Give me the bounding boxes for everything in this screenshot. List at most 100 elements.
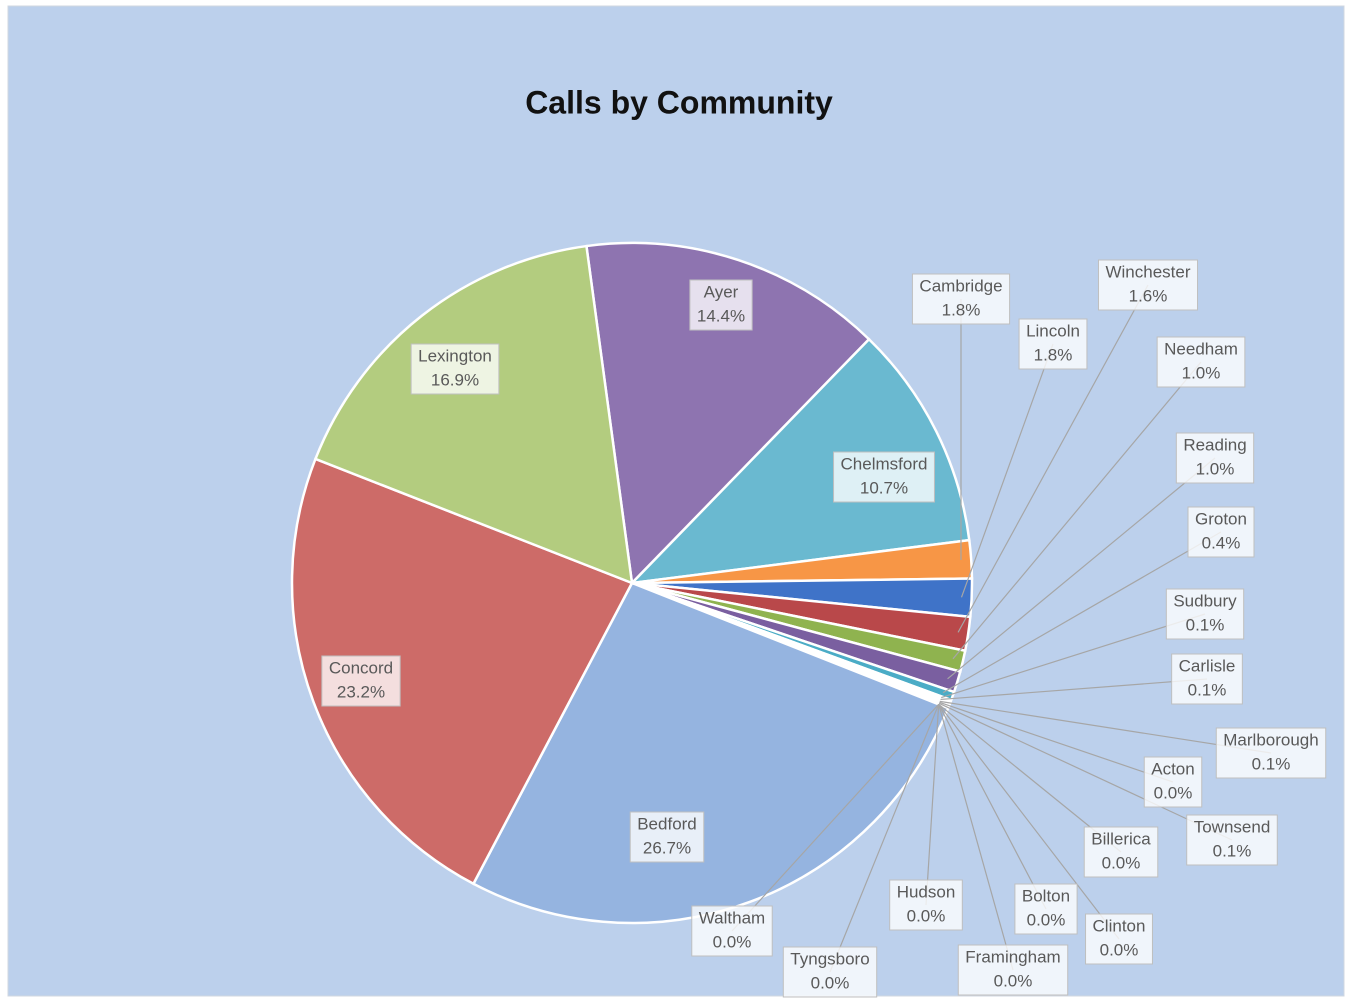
label-box [911,273,1011,325]
label-value: 0.1% [1186,615,1225,634]
label-name: Lincoln [1026,321,1080,340]
label-name: Carlisle [1179,656,1236,675]
label-box [782,946,878,998]
label-name: Hudson [897,882,956,901]
label-box [1215,727,1327,779]
label-box [1085,913,1153,965]
leader-line [925,704,940,906]
label-name: Concord [329,658,393,677]
label-name: Needham [1164,339,1238,358]
pie-slice [585,241,871,586]
data-label: Waltham 0.0% [691,905,773,957]
label-box [691,905,773,957]
label-name: Chelmsford [841,454,928,473]
data-label: Lexington 16.9% [410,343,500,395]
label-value: 0.1% [1188,680,1227,699]
data-label: Chelmsford 10.7% [833,451,935,503]
label-name: Lexington [418,346,492,365]
label-box [1083,826,1159,878]
label-value: 0.0% [907,906,946,925]
data-label: Framingham 0.0% [957,944,1069,996]
pie-slice [313,244,634,585]
data-label: Groton 0.4% [1187,506,1255,558]
label-value: 1.8% [942,300,981,319]
data-label: Needham 1.0% [1156,336,1246,388]
leader-line [957,284,1149,633]
label-value: 14.4% [697,306,745,325]
label-value: 0.0% [1100,940,1139,959]
label-box [1171,653,1243,705]
leader-line [938,704,1047,910]
data-label: Townsend 0.1% [1186,814,1278,866]
label-value: 0.0% [811,973,850,992]
label-value: 0.1% [1252,754,1291,773]
label-box [1175,432,1255,484]
data-label: Lincoln 1.8% [1018,318,1088,370]
data-label: Clinton 0.0% [1085,913,1153,965]
label-box [1014,883,1078,935]
leader-line [941,613,1206,699]
label-name: Reading [1183,435,1246,454]
pie-slice [628,337,971,585]
label-box [957,944,1069,996]
data-label: Billerica 0.0% [1083,826,1159,878]
data-label: Reading 1.0% [1175,432,1255,484]
leader-line [938,704,1014,971]
leader-line [731,703,940,932]
chart-title: Calls by Community [525,84,833,120]
label-value: 16.9% [431,370,479,389]
label-value: 0.0% [713,932,752,951]
leader-line [939,701,1174,783]
data-label: Concord 23.2% [321,655,401,707]
label-name: Winchester [1105,262,1190,281]
pie-slice [290,457,634,886]
label-name: Billerica [1091,829,1151,848]
data-label: Ayer 14.4% [689,279,753,331]
label-name: Sudbury [1173,591,1237,610]
label-name: Townsend [1194,817,1271,836]
label-box [833,451,935,503]
label-value: 26.7% [643,838,691,857]
leader-line [940,678,1208,701]
leader-line [952,361,1202,660]
data-label: Carlisle 0.1% [1171,653,1243,705]
label-value: 0.4% [1202,533,1241,552]
label-name: Marlborough [1223,730,1318,749]
label-name: Waltham [699,908,765,927]
label-name: Groton [1195,509,1247,528]
label-box [1143,756,1203,808]
label-box [1187,506,1255,558]
leader-line [960,343,1054,598]
label-box [321,655,401,707]
label-box [1186,814,1278,866]
data-label: Cambridge 1.8% [911,273,1011,325]
label-value: 0.0% [1154,783,1193,802]
label-value: 0.0% [1102,853,1141,872]
label-name: Clinton [1093,916,1146,935]
label-box [1097,259,1199,311]
label-box [689,279,753,331]
data-label: Marlborough 0.1% [1215,727,1327,779]
leader-line [938,703,1120,940]
label-value: 1.6% [1129,286,1168,305]
label-name: Bolton [1022,886,1070,905]
label-name: Tyngsboro [790,949,869,968]
label-box [1018,318,1088,370]
label-box [1165,588,1245,640]
data-label: Sudbury 0.1% [1165,588,1245,640]
label-value: 0.0% [1027,910,1066,929]
pie-slice [471,581,950,925]
label-name: Ayer [704,282,739,301]
leader-line [938,702,1233,841]
data-label: Winchester 1.6% [1097,259,1199,311]
label-name: Acton [1151,759,1194,778]
label-name: Bedford [637,814,697,833]
data-label: Bolton 0.0% [1014,883,1078,935]
leader-line [942,531,1222,694]
label-value: 1.0% [1196,459,1235,478]
label-box [410,343,500,395]
label-value: 0.0% [994,971,1033,990]
label-box [629,811,705,863]
data-label: Tyngsboro 0.0% [782,946,878,998]
label-name: Cambridge [919,276,1002,295]
